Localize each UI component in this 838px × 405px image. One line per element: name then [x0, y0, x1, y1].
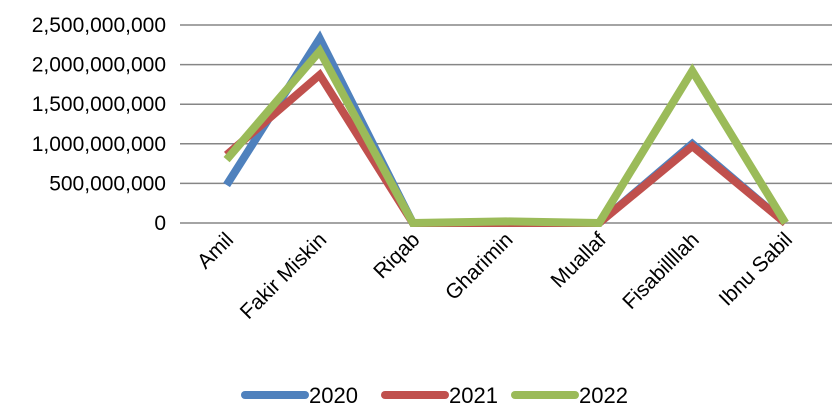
- x-tick-label: Muallaf: [547, 228, 611, 292]
- series-line-2021: [223, 68, 788, 227]
- legend: 2020 2021 2022: [241, 383, 628, 405]
- legend-label-2021: 2021: [449, 383, 498, 405]
- y-axis-tick-labels: 0 500,000,000 1,000,000,000 1,500,000,000 2,…: [32, 14, 166, 235]
- x-tick-label: Amil: [193, 228, 238, 273]
- series-line-2022: [223, 44, 789, 228]
- x-tick-label: Riqab: [369, 228, 424, 283]
- y-tick-label: 0: [154, 212, 166, 235]
- legend-label-2020: 2020: [309, 383, 358, 405]
- y-tick-label: 2,500,000,000: [32, 14, 166, 37]
- y-tick-label: 1,000,000,000: [32, 133, 166, 156]
- x-tick-label: Ibnu Sabil: [715, 228, 797, 310]
- x-tick-label: Fakir Miskin: [236, 228, 331, 323]
- x-tick-label: Fisabillllah: [618, 228, 704, 314]
- y-tick-label: 2,000,000,000: [32, 54, 166, 77]
- series-lines: [223, 30, 789, 228]
- x-tick-label: Gharimin: [441, 228, 518, 305]
- legend-label-2022: 2022: [579, 383, 628, 405]
- y-tick-label: 500,000,000: [49, 172, 166, 195]
- y-tick-label: 1,500,000,000: [32, 93, 166, 116]
